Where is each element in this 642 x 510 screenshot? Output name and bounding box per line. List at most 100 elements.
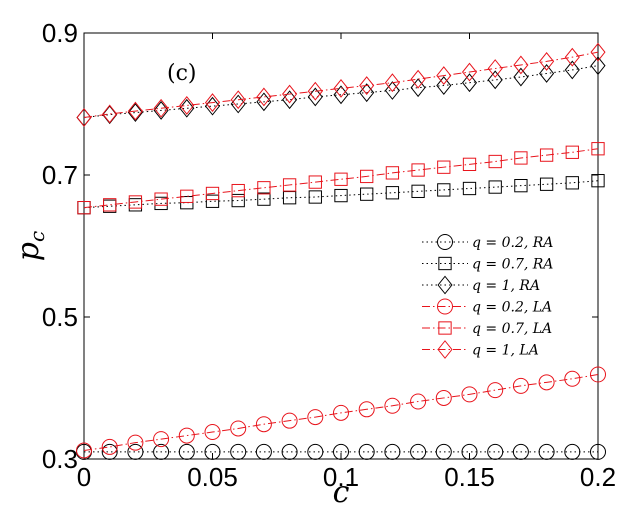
data-point [101, 438, 118, 455]
data-point [590, 366, 606, 383]
y-axis-label: pc [11, 231, 49, 261]
data-point [565, 176, 579, 190]
data-point [359, 83, 375, 103]
data-point [436, 76, 452, 95]
data-point [333, 443, 349, 460]
data-point [205, 186, 220, 201]
data-point [385, 186, 400, 200]
data-point [307, 443, 324, 460]
data-point [512, 377, 529, 394]
data-point [539, 51, 555, 71]
data-point [358, 401, 375, 418]
data-point [307, 409, 324, 426]
y-tick-label: 0.3 [42, 444, 78, 474]
legend-label: q = 0.2, LA [472, 300, 552, 316]
data-point [128, 195, 143, 209]
data-point [204, 93, 221, 113]
data-point [384, 443, 401, 460]
data-point [127, 443, 144, 460]
data-point [153, 443, 170, 460]
y-tick-labels: 0.3 0.5 0.7 0.9 [42, 18, 78, 474]
data-point [360, 169, 374, 184]
y-axis-label-main: p [11, 242, 46, 261]
x-tick-label: 0 [77, 462, 91, 492]
data-point [179, 95, 195, 115]
data-point [102, 104, 118, 124]
legend-label: q = 1, LA [472, 343, 539, 359]
legend-label: q = 1, RA [472, 278, 540, 294]
data-point [384, 81, 400, 100]
x-tick-label: 0.2 [580, 462, 616, 492]
data-point [462, 181, 477, 196]
data-point [230, 94, 246, 114]
data-point [590, 42, 606, 62]
data-point [538, 443, 555, 460]
legend-entry: q = 1, RA [422, 275, 540, 295]
data-point [411, 184, 425, 198]
data-point [77, 201, 91, 215]
series-5 [76, 42, 606, 127]
data-point [76, 108, 92, 127]
data-point [539, 64, 555, 83]
data-point [231, 193, 245, 208]
data-point [308, 190, 322, 204]
data-point [127, 434, 144, 451]
data-point [487, 70, 503, 90]
legend-marker [438, 256, 452, 271]
data-point [590, 56, 606, 76]
data-point [257, 181, 271, 195]
y-axis-label-sub: c [25, 231, 49, 242]
data-point [487, 382, 504, 399]
svg-text:pc: pc [11, 231, 49, 261]
data-point [513, 55, 529, 75]
data-point [512, 443, 529, 460]
x-tick-label: 0.1 [323, 462, 359, 492]
data-point [437, 183, 451, 197]
data-point [539, 148, 554, 162]
legend-entry: q = 1, LA [422, 340, 539, 359]
series-1 [77, 174, 605, 215]
data-point [128, 198, 143, 212]
data-point [410, 443, 427, 460]
series-0 [76, 443, 606, 460]
data-point [205, 194, 220, 208]
legend-label: q = 0.2, RA [472, 235, 553, 251]
data-point [514, 179, 528, 193]
series-line [83, 51, 599, 118]
data-point [437, 160, 451, 174]
data-point [384, 397, 401, 414]
data-point [255, 443, 272, 460]
series-3 [76, 366, 606, 459]
data-point [179, 98, 195, 118]
legend-entry: q = 0.2, RA [422, 234, 553, 251]
y-tick-label: 0.5 [42, 302, 78, 332]
data-point [282, 84, 298, 104]
series-line [83, 374, 599, 451]
data-point [461, 386, 478, 403]
series-layer [76, 42, 606, 460]
data-point [334, 188, 348, 203]
y-tick-label: 0.7 [42, 160, 78, 190]
data-point [358, 443, 375, 460]
data-point [256, 87, 272, 107]
series-line [83, 65, 599, 118]
data-point [282, 178, 297, 192]
data-point [539, 177, 554, 191]
data-point [513, 67, 529, 87]
data-point [435, 443, 452, 460]
series-line [83, 180, 599, 209]
legend-entry: q = 0.7, LA [422, 321, 552, 337]
data-point [461, 62, 478, 82]
data-point [127, 101, 143, 121]
data-point [281, 412, 298, 429]
data-point [564, 443, 581, 460]
data-point [334, 172, 348, 186]
data-point [333, 404, 349, 421]
data-point [178, 443, 195, 460]
data-point [435, 389, 452, 406]
data-point [101, 443, 118, 460]
legend-marker [437, 298, 453, 315]
data-point [178, 427, 195, 444]
data-point [462, 157, 477, 171]
data-point [564, 370, 581, 387]
